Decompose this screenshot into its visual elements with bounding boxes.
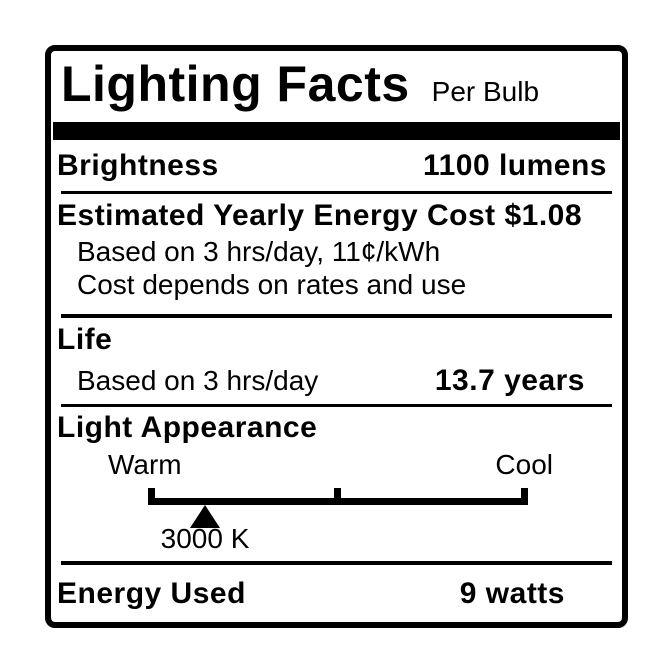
life-section: Life Based on 3 hrs/day 13.7 years [51, 318, 622, 404]
energy-cost-basis: Based on 3 hrs/day, 11¢/kWh [77, 236, 441, 267]
life-row: Based on 3 hrs/day 13.7 years [57, 362, 612, 400]
energy-used-row: Energy Used 9 watts [51, 565, 622, 622]
divider [61, 561, 612, 565]
scale-tick-right [521, 488, 528, 505]
brightness-row: Brightness 1100 lumens [51, 140, 622, 191]
header-bar [53, 122, 620, 140]
energy-cost-section: Estimated Yearly Energy Cost $1.08 Based… [51, 194, 622, 314]
brightness-value: 1100 lumens [423, 148, 607, 182]
light-appearance-heading: Light Appearance [57, 411, 318, 444]
color-temperature-scale [148, 488, 528, 505]
cool-label: Cool [495, 449, 553, 480]
energy-used-value: 9 watts [459, 576, 565, 610]
light-appearance-section: Light Appearance Warm Cool 3000 K [51, 407, 622, 561]
divider [61, 314, 612, 318]
energy-cost-heading: Estimated Yearly Energy Cost $1.08 [57, 199, 583, 232]
divider [61, 404, 612, 407]
life-value: 13.7 years [434, 364, 585, 397]
label-subtitle: Per Bulb [431, 76, 540, 107]
label-header: Lighting Facts Per Bulb [51, 51, 622, 122]
warm-label: Warm [108, 449, 182, 480]
scale-bar [148, 498, 528, 505]
temperature-value: 3000 K [160, 523, 250, 554]
energy-used-label: Energy Used [57, 576, 246, 610]
label-title: Lighting Facts [61, 56, 410, 112]
brightness-label: Brightness [57, 148, 219, 182]
scale-tick-middle [334, 488, 341, 505]
life-heading: Life [57, 323, 113, 356]
temperature-marker-icon [190, 505, 220, 528]
divider [61, 191, 612, 194]
life-basis: Based on 3 hrs/day [77, 365, 319, 396]
lighting-facts-label: Lighting Facts Per Bulb Brightness 1100 … [45, 45, 628, 628]
warm-cool-row: Warm Cool [57, 448, 622, 482]
scale-tick-left [148, 488, 155, 505]
energy-cost-note: Cost depends on rates and use [77, 269, 467, 300]
